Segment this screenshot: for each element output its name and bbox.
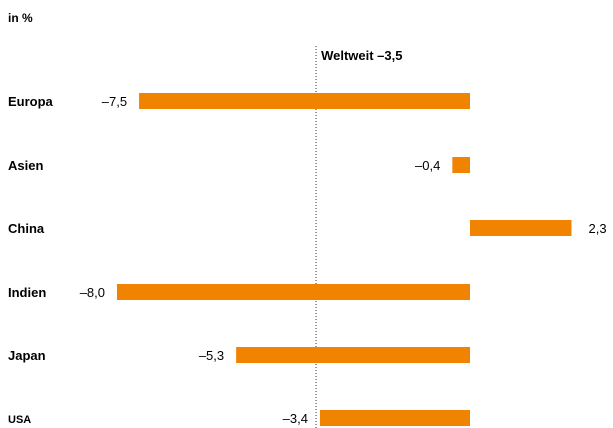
reference-label: Weltweit –3,5 [321, 48, 402, 63]
bar [139, 93, 470, 109]
category-label: Europa [8, 94, 54, 109]
bar [117, 284, 470, 300]
bar [319, 410, 470, 426]
category-label: Indien [8, 285, 46, 300]
bar [470, 220, 572, 236]
unit-label: in % [8, 11, 33, 25]
category-label: USA [8, 414, 31, 426]
category-label: Asien [8, 158, 43, 173]
value-label: 2,3 [588, 221, 606, 236]
bar [236, 347, 470, 363]
value-label: –7,5 [102, 94, 127, 109]
bar [452, 157, 470, 173]
value-label: –0,4 [415, 158, 440, 173]
value-label: –3,4 [283, 411, 308, 426]
value-label: –5,3 [199, 348, 224, 363]
value-label: –8,0 [80, 285, 105, 300]
category-label: China [8, 221, 45, 236]
category-label: Japan [8, 348, 46, 363]
